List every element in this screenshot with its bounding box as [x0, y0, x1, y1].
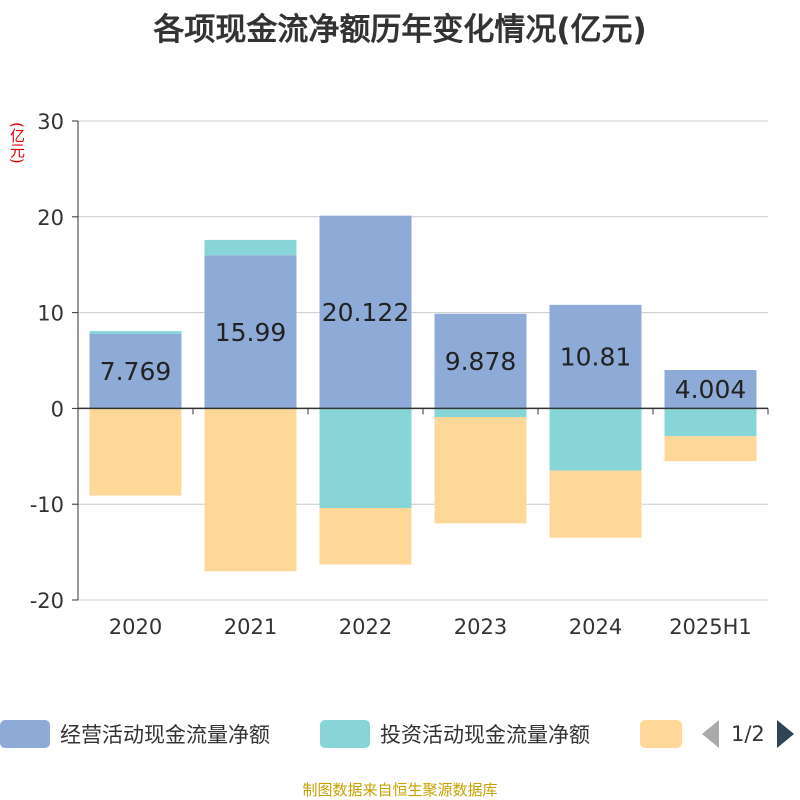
bar-segment: [434, 408, 527, 418]
legend-item-operating[interactable]: 经营活动现金流量净额: [0, 714, 270, 754]
bar-segment: [664, 408, 757, 437]
y-axis-unit: (亿元): [8, 122, 26, 164]
bar-labels: 7.769 15.99 20.122 9.878 10.81 4.004: [100, 298, 747, 404]
bar-segment: [664, 370, 757, 409]
legend-swatch: [320, 720, 370, 748]
legend-item-investing[interactable]: 投资活动现金流量净额: [320, 714, 590, 754]
bar-segment: [89, 333, 182, 409]
y-tick-label: 10: [37, 302, 64, 326]
bar-segment: [204, 255, 297, 409]
prev-page-icon[interactable]: [702, 720, 719, 748]
bar-segment: [89, 408, 182, 496]
y-tick-label: 0: [51, 397, 64, 421]
bar-value-label: 10.81: [560, 343, 632, 372]
legend-label: 投资活动现金流量净额: [380, 723, 590, 747]
x-tick-label: 2021: [224, 615, 277, 639]
bar-segment: [549, 304, 642, 409]
x-tick-label: 2024: [569, 615, 622, 639]
y-tick-label: 30: [37, 110, 64, 134]
legend-page-indicator: 1/2: [731, 722, 765, 746]
x-tick-label: 2025H1: [669, 615, 752, 639]
bar-segment: [434, 313, 527, 409]
x-tick-label: 2022: [339, 615, 392, 639]
x-tick-label: 2023: [454, 615, 507, 639]
bar-value-label: 4.004: [675, 375, 747, 404]
grid-lines: [78, 120, 768, 601]
bar-value-label: 20.122: [322, 298, 409, 327]
bar-segment: [319, 508, 412, 565]
legend-item-financing[interactable]: [640, 714, 682, 754]
legend-label: 经营活动现金流量净额: [60, 723, 270, 747]
bar-value-label: 7.769: [100, 357, 172, 386]
bar-segment: [434, 417, 527, 524]
legend: 经营活动现金流量净额 投资活动现金流量净额 1/2: [0, 714, 800, 754]
axes: 30 20 10 0 -10 -20 2020 2021 2022 2023 2024 2025H1: [30, 110, 769, 639]
legend-swatch: [0, 720, 50, 748]
chart-title: 各项现金流净额历年变化情况(亿元): [153, 12, 647, 48]
bars: [89, 215, 757, 572]
bar-segment: [319, 215, 412, 409]
bar-segment: [549, 470, 642, 538]
bar-value-label: 15.99: [215, 318, 287, 347]
legend-swatch: [640, 720, 682, 748]
x-tick-label: 2020: [109, 615, 162, 639]
bar-value-label: 9.878: [445, 347, 517, 376]
source-note: 制图数据来自恒生聚源数据库: [302, 781, 498, 799]
y-tick-label: -20: [30, 589, 64, 613]
bar-segment: [549, 408, 642, 471]
bar-segment: [664, 436, 757, 462]
y-tick-label: 20: [37, 206, 64, 230]
bar-segment: [204, 408, 297, 572]
legend-pager: 1/2: [702, 714, 794, 754]
next-page-icon[interactable]: [776, 720, 794, 748]
bar-segment: [204, 239, 297, 256]
y-tick-label: -10: [30, 493, 64, 517]
bar-segment: [89, 331, 182, 334]
bar-segment: [319, 408, 412, 509]
